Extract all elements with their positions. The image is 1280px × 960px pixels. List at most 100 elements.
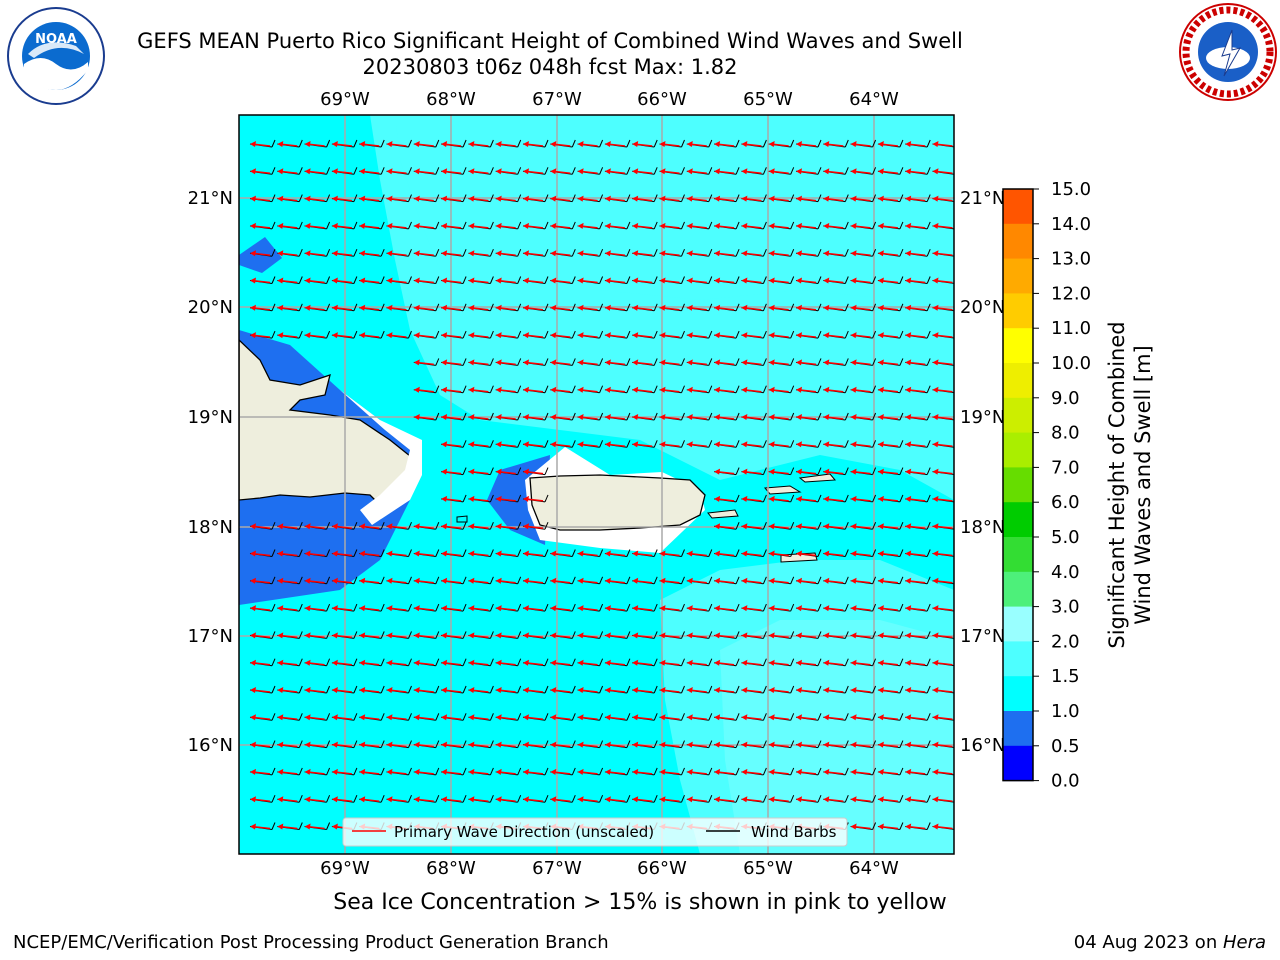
wave-direction-arrow	[823, 441, 844, 448]
wave-direction-arrow	[850, 550, 871, 557]
wave-direction-arrow	[932, 304, 953, 311]
wave-direction-arrow	[796, 768, 817, 775]
wave-direction-arrow	[796, 632, 817, 639]
map-frame	[238, 114, 955, 855]
wave-direction-arrow	[441, 741, 462, 748]
wave-direction-arrow	[413, 141, 434, 147]
wave-direction-arrow	[331, 550, 352, 557]
colorbar-tick-label: 12.0	[1051, 283, 1091, 304]
wave-direction-arrow	[932, 659, 953, 666]
wave-direction-arrow	[850, 195, 871, 202]
wave-direction-arrow	[250, 714, 271, 721]
wave-direction-arrow	[741, 687, 762, 693]
wave-direction-arrow	[659, 687, 680, 693]
colorbar-tick-label: 11.0	[1051, 318, 1091, 339]
wave-direction-arrow	[277, 550, 298, 557]
wave-direction-arrow	[823, 523, 844, 530]
wave-direction-arrow	[359, 141, 380, 147]
colorbar-swatch	[1003, 606, 1033, 642]
wave-direction-arrow	[850, 768, 871, 775]
wave-direction-arrow	[905, 577, 926, 584]
wave-direction-arrow	[577, 332, 598, 339]
wave-direction-arrow	[577, 577, 598, 584]
wave-direction-arrow	[277, 768, 298, 775]
wave-direction-arrow	[250, 605, 271, 612]
wave-direction-arrow	[277, 687, 298, 693]
wave-direction-arrow	[850, 577, 871, 584]
wave-direction-arrow	[877, 222, 898, 229]
wave-direction-arrow	[850, 386, 871, 393]
wave-direction-arrow	[304, 168, 325, 175]
wave-direction-arrow	[250, 741, 271, 748]
wave-direction-arrow	[468, 359, 489, 366]
wave-direction-arrow	[441, 714, 462, 721]
wave-direction-arrow	[413, 550, 434, 557]
wave-direction-arrow	[304, 250, 325, 257]
wave-direction-arrow	[850, 332, 871, 339]
wave-direction-arrow	[331, 168, 352, 175]
colorbar-swatch	[1003, 711, 1033, 747]
wave-direction-arrow	[932, 332, 953, 339]
wave-direction-arrow	[250, 687, 271, 693]
wave-direction-arrow	[495, 659, 516, 666]
wave-direction-arrow	[495, 304, 516, 311]
wave-direction-arrow	[577, 441, 598, 448]
wave-direction-arrow	[413, 687, 434, 693]
wave-direction-arrow	[413, 222, 434, 229]
wave-direction-arrow	[523, 768, 544, 775]
hispaniola-land	[239, 339, 416, 506]
wave-direction-arrow	[468, 714, 489, 721]
wave-direction-arrow	[577, 141, 598, 147]
wave-direction-arrow	[331, 222, 352, 229]
wave-direction-arrow	[441, 304, 462, 311]
wave-direction-arrow	[905, 332, 926, 339]
wave-direction-arrow	[877, 796, 898, 803]
lon-label-bottom: 66°W	[637, 858, 687, 879]
wave-direction-arrow	[604, 359, 625, 366]
wave-direction-arrow	[768, 414, 789, 420]
wave-direction-arrow	[386, 714, 407, 721]
colorbar-swatch	[1003, 432, 1033, 468]
wave-direction-arrow	[523, 141, 544, 147]
wave-direction-arrow	[468, 605, 489, 612]
wave-direction-arrow	[741, 714, 762, 721]
lat-label-left: 20°N	[188, 297, 233, 318]
noaa-logo: NOAA	[7, 7, 105, 105]
wave-direction-arrow	[304, 304, 325, 311]
wave-direction-arrow	[495, 277, 516, 284]
colorbar-tick-label: 0.0	[1051, 771, 1080, 792]
wave-direction-arrow	[905, 823, 926, 830]
wave-direction-arrow	[331, 605, 352, 612]
colorbar-tick-label: 15.0	[1051, 179, 1091, 200]
wave-direction-arrow	[905, 195, 926, 202]
wave-direction-arrow	[550, 359, 571, 366]
wave-direction-arrow	[495, 250, 516, 257]
wave-direction-arrow	[796, 659, 817, 666]
wave-direction-arrow	[304, 605, 325, 612]
wave-direction-arrow	[386, 141, 407, 147]
wave-direction-arrow	[823, 605, 844, 612]
wave-direction-arrow	[468, 441, 489, 448]
wave-direction-arrow	[714, 632, 735, 639]
wave-direction-arrow	[659, 741, 680, 748]
wave-direction-arrow	[304, 632, 325, 639]
wave-direction-arrow	[304, 523, 325, 530]
wave-direction-arrow	[577, 304, 598, 311]
wave-direction-arrow	[277, 796, 298, 803]
wave-direction-arrow	[441, 768, 462, 775]
wave-direction-arrow	[796, 741, 817, 748]
wave-direction-arrow	[604, 222, 625, 229]
wave-direction-arrow	[905, 659, 926, 666]
wave-direction-arrow	[386, 577, 407, 584]
wave-direction-arrow	[604, 332, 625, 339]
wave-direction-arrow	[796, 605, 817, 612]
wave-direction-arrow	[413, 168, 434, 175]
wave-direction-arrow	[386, 250, 407, 257]
wave-direction-arrow	[768, 714, 789, 721]
wave-direction-arrow	[523, 495, 544, 502]
wave-direction-arrow	[523, 741, 544, 748]
wave-direction-arrow	[577, 605, 598, 612]
wave-direction-arrow	[523, 250, 544, 257]
lat-label-left: 16°N	[188, 735, 233, 756]
wave-direction-arrow	[850, 495, 871, 502]
